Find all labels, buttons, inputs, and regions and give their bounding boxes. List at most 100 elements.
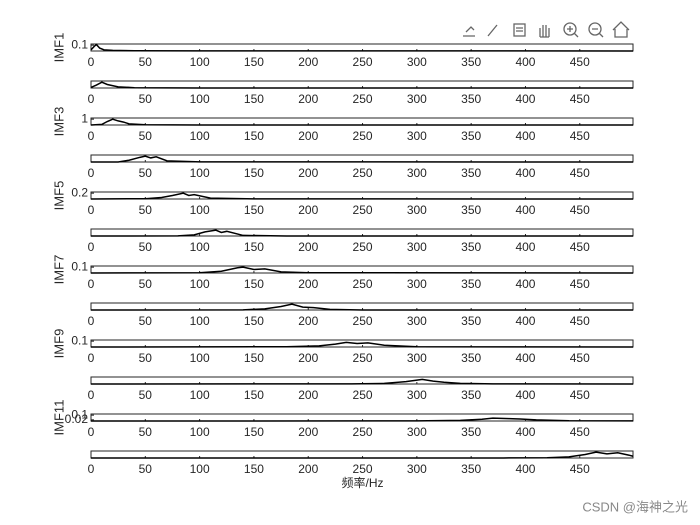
x-tick-label: 0 xyxy=(88,462,95,476)
x-tick-label: 350 xyxy=(461,277,481,291)
x-tick-label: 450 xyxy=(570,240,590,254)
zoom-out-button[interactable] xyxy=(588,22,604,38)
x-tick-label: 350 xyxy=(461,203,481,217)
subplot: 0 50 100 150 200 250 300 350 400 450 xyxy=(88,376,634,402)
x-tick-label: 450 xyxy=(570,314,590,328)
spectrum-line xyxy=(90,303,634,311)
subplot: 0 50 100 150 200 250 300 350 400 450 xyxy=(88,302,634,328)
x-tick-label: 100 xyxy=(190,277,210,291)
x-tick-label: 450 xyxy=(570,462,590,476)
x-tick-label: 50 xyxy=(139,92,153,106)
x-tick-label: 50 xyxy=(139,203,153,217)
subplot: 0 50 100 150 200 250 300 350 400 450 0.1 IMF9 xyxy=(51,329,634,365)
x-tick-label: 400 xyxy=(515,351,535,365)
x-tick-label: 0 xyxy=(88,351,95,365)
zoom-in-button[interactable] xyxy=(563,22,579,38)
x-tick-label: 100 xyxy=(190,314,210,328)
x-tick-label: 250 xyxy=(353,388,373,402)
x-tick-label: 350 xyxy=(461,351,481,365)
spectrum-line xyxy=(90,417,634,422)
x-tick-label: 400 xyxy=(515,166,535,180)
x-tick-label: 350 xyxy=(461,55,481,69)
x-tick-label: 400 xyxy=(515,388,535,402)
axes-box xyxy=(90,43,634,52)
x-tick-label: 350 xyxy=(461,92,481,106)
x-tick-label: 350 xyxy=(461,462,481,476)
x-tick-label: 300 xyxy=(407,462,427,476)
x-tick-label: 150 xyxy=(244,351,264,365)
x-tick-label: 100 xyxy=(190,240,210,254)
subplot: 0 50 100 150 200 250 300 350 400 450 0.1 IMF7 xyxy=(51,255,634,291)
x-tick-label: 400 xyxy=(515,240,535,254)
y-tick-label: 0.2 xyxy=(71,185,88,199)
datatip-button[interactable] xyxy=(513,23,526,37)
x-tick-label: 300 xyxy=(407,92,427,106)
y-tick-label: 0.02 xyxy=(65,412,89,426)
x-tick-label: 350 xyxy=(461,166,481,180)
x-tick-label: 400 xyxy=(515,425,535,439)
subplot: 0 50 100 150 200 250 300 350 400 450 xyxy=(88,80,634,106)
x-tick-label: 50 xyxy=(139,462,153,476)
x-tick-label: 0 xyxy=(88,240,95,254)
pan-button[interactable] xyxy=(539,25,550,38)
x-tick-label: 200 xyxy=(298,240,318,254)
spectrum-line xyxy=(90,341,634,348)
spectrum-line xyxy=(90,81,634,89)
spectrum-line xyxy=(90,378,634,385)
x-tick-label: 50 xyxy=(139,351,153,365)
subplot: 0 50 100 150 200 250 300 350 400 450 xyxy=(88,154,634,180)
x-tick-label: 0 xyxy=(88,166,95,180)
subplot: 0 50 100 150 200 250 300 350 400 450 1 IMF3 xyxy=(51,107,634,143)
x-tick-label: 150 xyxy=(244,240,264,254)
x-tick-label: 100 xyxy=(190,129,210,143)
x-tick-label: 300 xyxy=(407,388,427,402)
brush-button[interactable] xyxy=(487,24,498,37)
x-tick-label: 450 xyxy=(570,166,590,180)
x-tick-label: 450 xyxy=(570,55,590,69)
x-tick-label: 350 xyxy=(461,129,481,143)
x-tick-label: 100 xyxy=(190,425,210,439)
x-tick-label: 150 xyxy=(244,425,264,439)
y-tick-label: 0.1 xyxy=(71,333,88,347)
x-tick-label: 100 xyxy=(190,92,210,106)
x-tick-label: 200 xyxy=(298,92,318,106)
x-tick-label: 450 xyxy=(570,388,590,402)
x-tick-label: 300 xyxy=(407,129,427,143)
x-tick-label: 150 xyxy=(244,462,264,476)
y-tick-label: 0.1 xyxy=(71,259,88,273)
spectrum-line xyxy=(90,155,634,163)
x-tick-label: 450 xyxy=(570,129,590,143)
x-tick-label: 150 xyxy=(244,129,264,143)
x-tick-label: 250 xyxy=(353,166,373,180)
x-tick-label: 200 xyxy=(298,425,318,439)
x-tick-label: 100 xyxy=(190,203,210,217)
export-button[interactable] xyxy=(463,26,475,37)
x-tick-label: 250 xyxy=(353,277,373,291)
x-tick-label: 0 xyxy=(88,277,95,291)
subplot: 0 50 100 150 200 250 300 350 400 450 0.1 IMF1 xyxy=(51,33,634,69)
y-tick-label: 0.1 xyxy=(71,407,88,421)
y-axis-label: IMF3 xyxy=(51,107,66,137)
x-tick-label: 200 xyxy=(298,351,318,365)
x-tick-label: 250 xyxy=(353,240,373,254)
x-tick-label: 100 xyxy=(190,351,210,365)
watermark: CSDN @海神之光 xyxy=(582,499,688,514)
x-tick-label: 0 xyxy=(88,314,95,328)
x-tick-label: 0 xyxy=(88,388,95,402)
x-tick-label: 200 xyxy=(298,55,318,69)
x-tick-label: 200 xyxy=(298,314,318,328)
x-tick-label: 150 xyxy=(244,92,264,106)
x-tick-label: 450 xyxy=(570,92,590,106)
axes-box xyxy=(90,117,634,126)
spectrum-line xyxy=(90,451,634,459)
x-tick-label: 400 xyxy=(515,129,535,143)
home-button[interactable] xyxy=(612,21,630,38)
x-tick-label: 0 xyxy=(88,55,95,69)
x-tick-label: 150 xyxy=(244,314,264,328)
x-tick-label: 250 xyxy=(353,55,373,69)
spectrum-line xyxy=(90,118,634,126)
y-axis-label: IMF11 xyxy=(51,400,66,436)
x-tick-label: 50 xyxy=(139,388,153,402)
subplot: 0 50 100 150 200 250 300 350 400 450 0.020.1 IMF11 xyxy=(51,400,634,439)
